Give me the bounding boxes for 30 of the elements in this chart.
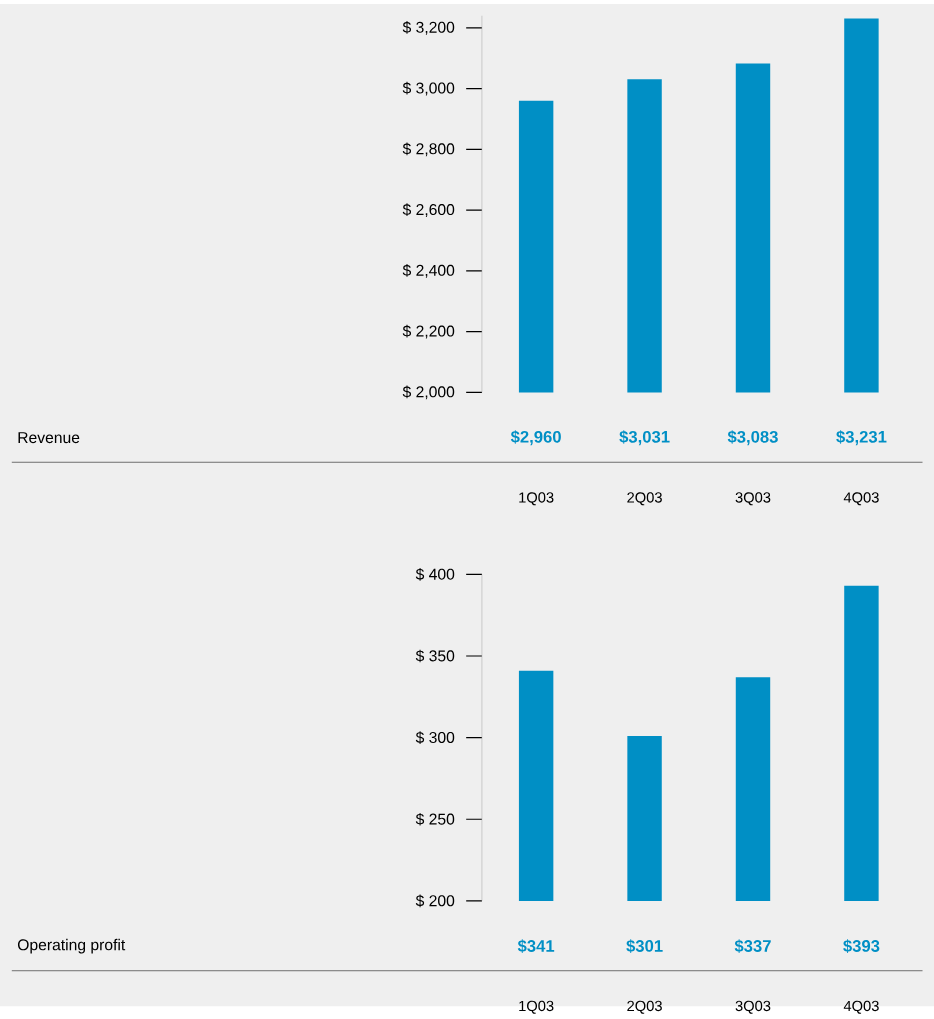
y-axis-title: Revenue <box>18 432 80 444</box>
x-tick-label: 3Q03 <box>735 1000 771 1014</box>
x-tick-label: 1Q03 <box>519 1000 554 1014</box>
data-label: $2,960 <box>510 430 561 446</box>
data-label: $337 <box>734 939 771 953</box>
y-tick-label: $ 2,800 <box>402 142 455 157</box>
x-tick-label: 4Q03 <box>843 492 879 506</box>
data-label: $393 <box>842 939 880 953</box>
y-tick-label: $ 3,000 <box>402 81 455 96</box>
data-label: $3,031 <box>619 430 670 446</box>
data-label: $3,083 <box>727 430 778 446</box>
y-tick-label: $ 2,000 <box>402 385 455 400</box>
y-tick-label: $ 3,200 <box>402 21 455 35</box>
y-tick-label: $ 2,600 <box>402 203 455 217</box>
x-tick-label: 2Q03 <box>627 1000 662 1014</box>
data-label: $3,231 <box>836 430 887 446</box>
x-tick-label: 2Q03 <box>627 492 662 506</box>
y-tick-label: $ 350 <box>415 649 455 663</box>
data-label: $341 <box>517 939 555 953</box>
y-tick-label: $ 300 <box>415 731 455 744</box>
data-label: $301 <box>626 939 663 953</box>
x-tick-label: 1Q03 <box>519 492 554 506</box>
y-tick-label: $ 2,400 <box>402 264 455 278</box>
x-tick-label: 4Q03 <box>843 1000 879 1014</box>
y-tick-label: $ 250 <box>415 812 455 826</box>
x-tick-label: 3Q03 <box>735 492 771 506</box>
y-tick-label: $ 200 <box>415 894 455 908</box>
y-tick-label: $ 2,200 <box>402 324 455 339</box>
y-tick-label: $ 400 <box>415 568 455 581</box>
y-axis-title: Operating profit <box>17 938 125 954</box>
